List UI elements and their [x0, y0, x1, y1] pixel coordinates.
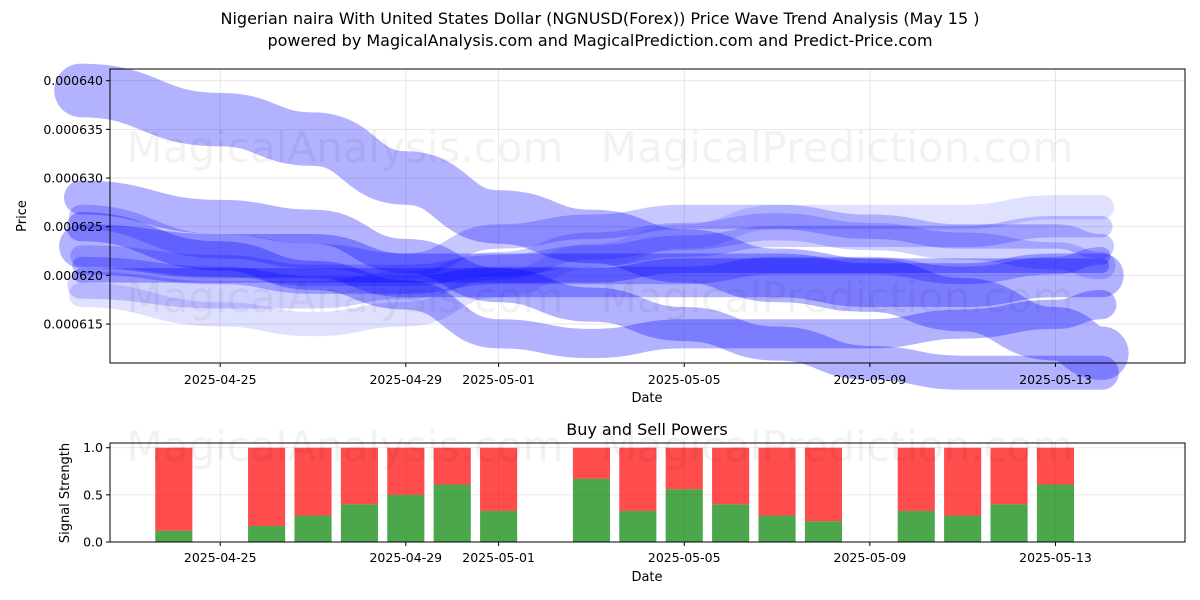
buy-bar — [387, 494, 425, 542]
sell-bar — [387, 447, 425, 495]
signal-y-axis-label: Signal Strength — [58, 443, 73, 543]
price-plot-frame — [109, 68, 1186, 364]
buy-bar — [294, 515, 332, 542]
price-x-tick-label: 2025-04-25 — [184, 372, 257, 387]
sell-bar — [944, 447, 982, 516]
sell-bar — [480, 447, 518, 511]
price-y-ticks: 0.000615 0.000620 0.000625 0.000630 0.000635… — [43, 73, 110, 332]
wave-band — [67, 213, 1116, 309]
buy-bar — [340, 504, 378, 542]
wave-band — [68, 204, 1115, 278]
wave-band — [68, 195, 1115, 337]
signal-x-ticks: 2025-04-25 2025-04-29 2025-05-01 2025-05-05… — [184, 542, 1092, 565]
signal-panel: Buy and Sell Powers MagicalAnalysis.com … — [58, 420, 1186, 585]
wave-band — [66, 212, 1117, 359]
sell-bar — [1036, 447, 1075, 485]
buy-bar — [804, 521, 843, 542]
signal-y-tick-label: 0.5 — [83, 487, 103, 502]
buy-bar — [433, 484, 471, 542]
buy-bar — [897, 510, 935, 542]
signal-chart-title: Buy and Sell Powers — [566, 420, 728, 439]
price-y-tick-label: 0.000615 — [43, 317, 103, 332]
signal-x-tick-label: 2025-05-05 — [648, 550, 721, 565]
wave-band — [72, 247, 1111, 294]
price-x-tick-label: 2025-05-01 — [462, 372, 535, 387]
watermark-prediction-mid: MagicalPrediction.com — [601, 273, 1074, 322]
sell-bar — [712, 447, 750, 505]
signal-x-tick-label: 2025-04-29 — [369, 550, 442, 565]
sell-bar — [340, 447, 378, 505]
price-grid — [110, 69, 1185, 363]
wave-bands — [54, 63, 1129, 390]
sell-bar — [248, 447, 286, 526]
watermark-prediction-top: MagicalPrediction.com — [601, 123, 1074, 172]
buy-bar — [990, 504, 1028, 542]
signal-y-tick-label: 0.0 — [83, 535, 103, 550]
signal-x-tick-label: 2025-05-01 — [462, 550, 535, 565]
sell-bar — [155, 447, 193, 531]
price-x-tick-label: 2025-05-05 — [648, 372, 721, 387]
sell-bar — [433, 447, 471, 485]
signal-bars — [155, 447, 1075, 542]
sell-bar — [619, 447, 657, 511]
price-y-tick-label: 0.000625 — [43, 219, 103, 234]
price-x-axis-label: Date — [631, 391, 662, 406]
price-x-ticks: 2025-04-25 2025-04-29 2025-05-01 2025-05-05… — [184, 363, 1092, 387]
signal-y-ticks: 0.0 0.5 1.0 — [83, 440, 110, 550]
signal-y-tick-label: 1.0 — [83, 440, 103, 455]
buy-bar — [712, 504, 750, 542]
sell-bar — [897, 447, 935, 511]
buy-bar — [155, 530, 193, 542]
buy-bar — [480, 510, 518, 542]
signal-x-axis-label: Date — [631, 570, 662, 585]
watermark-analysis-bottom: MagicalAnalysis.com — [127, 422, 564, 471]
buy-bar — [248, 525, 286, 542]
signal-x-tick-label: 2025-04-25 — [184, 550, 257, 565]
wave-band — [59, 224, 1124, 308]
price-y-tick-label: 0.000640 — [43, 73, 103, 88]
wave-band — [63, 180, 1119, 390]
buy-bar — [758, 515, 796, 542]
buy-bar — [665, 489, 703, 542]
price-y-tick-label: 0.000630 — [43, 171, 103, 186]
chart-title: Nigerian naira With United States Dollar… — [220, 9, 980, 28]
sell-bar — [294, 447, 332, 516]
watermark-analysis-top: MagicalAnalysis.com — [127, 123, 564, 172]
wave-band — [54, 63, 1129, 381]
price-y-axis-label: Price — [15, 200, 30, 232]
signal-plot-frame — [109, 442, 1186, 543]
chart-title-block: Nigerian naira With United States Dollar… — [0, 8, 1200, 52]
price-wave-panel: MagicalAnalysis.com MagicalPrediction.co… — [15, 63, 1186, 406]
price-x-tick-label: 2025-04-29 — [369, 372, 442, 387]
price-x-tick-label: 2025-05-13 — [1019, 372, 1092, 387]
wave-band — [70, 216, 1113, 287]
sell-bar — [990, 447, 1028, 505]
buy-bar — [1036, 484, 1075, 542]
sell-bar — [572, 447, 610, 479]
signal-x-tick-label: 2025-05-09 — [834, 550, 907, 565]
watermark-analysis-mid: MagicalAnalysis.com — [127, 273, 564, 322]
chart-subtitle: powered by MagicalAnalysis.com and Magic… — [267, 31, 933, 50]
watermark-prediction-bottom: MagicalPrediction.com — [601, 422, 1074, 471]
buy-bar — [572, 478, 610, 542]
signal-x-tick-label: 2025-05-13 — [1019, 550, 1092, 565]
sell-bar — [758, 447, 796, 516]
price-x-tick-label: 2025-05-09 — [834, 372, 907, 387]
buy-bar — [944, 515, 982, 542]
sell-bar — [665, 447, 703, 490]
buy-bar — [619, 510, 657, 542]
price-y-tick-label: 0.000620 — [43, 268, 103, 283]
sell-bar — [804, 447, 843, 522]
wave-band — [73, 258, 1110, 283]
price-y-tick-label: 0.000635 — [43, 122, 103, 137]
